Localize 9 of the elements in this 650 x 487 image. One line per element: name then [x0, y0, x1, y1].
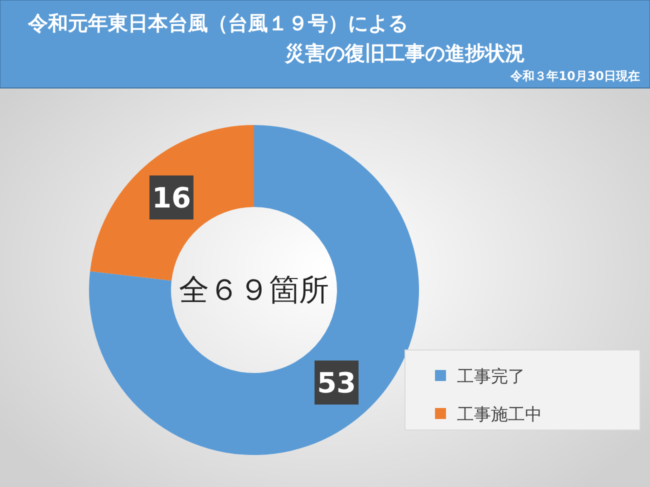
- data-label: 16: [152, 181, 191, 214]
- data-label: 53: [317, 366, 356, 400]
- legend-label: 工事完了: [457, 367, 525, 387]
- text: 令和３年10月30日現在: [510, 69, 640, 83]
- chart-title: 令和元年東日本台風（台風１９号）による: [27, 11, 408, 35]
- legend-label: 工事施工中: [457, 405, 542, 425]
- donut-slice: [89, 125, 419, 455]
- text: 全６９箇所: [179, 273, 329, 308]
- chart-subtitle: 災害の復旧工事の進捗状況: [284, 41, 525, 65]
